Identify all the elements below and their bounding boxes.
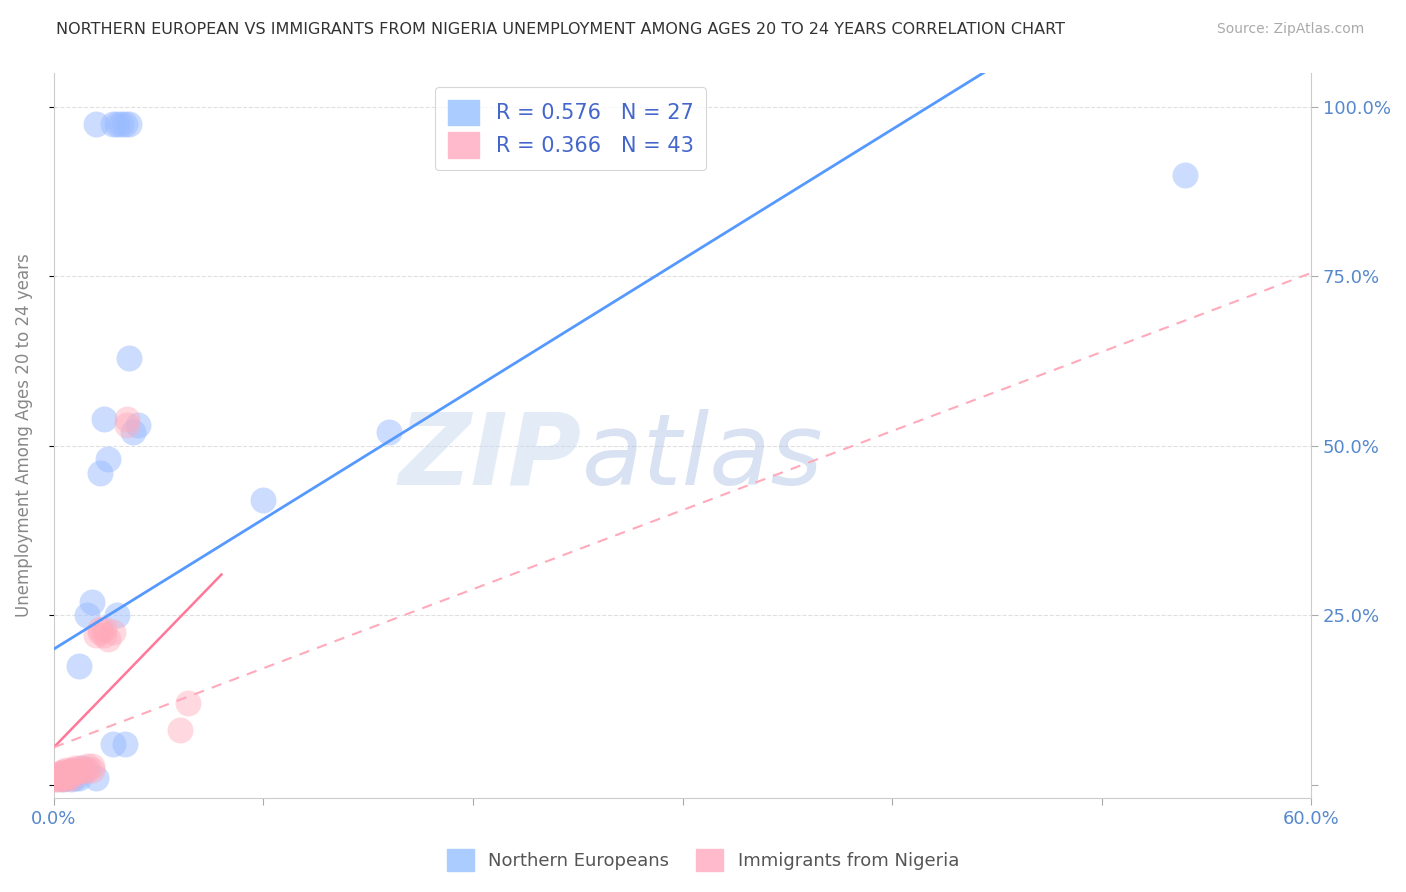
Point — [114, 737, 136, 751]
Point — [105, 117, 128, 131]
Point — [53, 765, 76, 780]
Point — [118, 351, 141, 365]
Point — [110, 117, 132, 131]
Point — [80, 594, 103, 608]
Point — [55, 771, 77, 785]
Point — [169, 723, 191, 738]
Point — [76, 758, 98, 772]
Point — [58, 769, 80, 783]
Point — [80, 758, 103, 772]
Point — [62, 764, 84, 778]
Point — [49, 767, 72, 781]
Point — [59, 772, 82, 786]
Point — [72, 764, 94, 778]
Point — [49, 771, 72, 785]
Point — [93, 622, 115, 636]
Point — [89, 466, 111, 480]
Point — [46, 766, 69, 780]
Point — [58, 767, 80, 781]
Point — [59, 767, 82, 781]
Point — [63, 764, 86, 778]
Point — [105, 608, 128, 623]
Point — [101, 117, 124, 131]
Point — [55, 771, 77, 785]
Point — [72, 761, 94, 775]
Point — [45, 769, 67, 783]
Point — [101, 625, 124, 640]
Text: Source: ZipAtlas.com: Source: ZipAtlas.com — [1216, 22, 1364, 37]
Point — [67, 771, 90, 785]
Point — [67, 761, 90, 775]
Point — [45, 772, 67, 786]
Point — [97, 632, 120, 646]
Point — [53, 771, 76, 785]
Point — [63, 771, 86, 785]
Point — [122, 425, 145, 439]
Point — [89, 625, 111, 640]
Point — [59, 763, 82, 777]
Point — [51, 765, 73, 780]
Point — [93, 411, 115, 425]
Point — [114, 117, 136, 131]
Point — [49, 769, 72, 783]
Y-axis label: Unemployment Among Ages 20 to 24 years: Unemployment Among Ages 20 to 24 years — [15, 253, 32, 617]
Point — [51, 769, 73, 783]
Point — [101, 737, 124, 751]
Point — [127, 418, 149, 433]
Point — [58, 765, 80, 780]
Text: ZIP: ZIP — [399, 409, 582, 506]
Point — [67, 659, 90, 673]
Point — [84, 771, 107, 785]
Point — [46, 772, 69, 786]
Point — [55, 763, 77, 777]
Point — [76, 608, 98, 623]
Point — [67, 764, 90, 778]
Point — [118, 117, 141, 131]
Point — [80, 763, 103, 777]
Text: NORTHERN EUROPEAN VS IMMIGRANTS FROM NIGERIA UNEMPLOYMENT AMONG AGES 20 TO 24 YE: NORTHERN EUROPEAN VS IMMIGRANTS FROM NIG… — [56, 22, 1066, 37]
Point — [115, 411, 138, 425]
Point — [84, 117, 107, 131]
Point — [62, 764, 84, 778]
Point — [115, 418, 138, 433]
Point — [51, 772, 73, 786]
Point — [1174, 168, 1197, 182]
Point — [76, 763, 98, 777]
Point — [53, 772, 76, 786]
Point — [252, 492, 274, 507]
Point — [177, 696, 200, 710]
Legend: Northern Europeans, Immigrants from Nigeria: Northern Europeans, Immigrants from Nige… — [440, 842, 966, 879]
Point — [55, 767, 77, 781]
Point — [84, 628, 107, 642]
Text: atlas: atlas — [582, 409, 824, 506]
Point — [59, 771, 82, 785]
Legend: R = 0.576   N = 27, R = 0.366   N = 43: R = 0.576 N = 27, R = 0.366 N = 43 — [436, 87, 706, 170]
Point — [42, 771, 65, 785]
Point — [46, 771, 69, 785]
Point — [89, 622, 111, 636]
Point — [93, 628, 115, 642]
Point — [378, 425, 401, 439]
Point — [63, 761, 86, 775]
Point — [97, 452, 120, 467]
Point — [46, 769, 69, 783]
Point — [51, 771, 73, 785]
Point — [53, 769, 76, 783]
